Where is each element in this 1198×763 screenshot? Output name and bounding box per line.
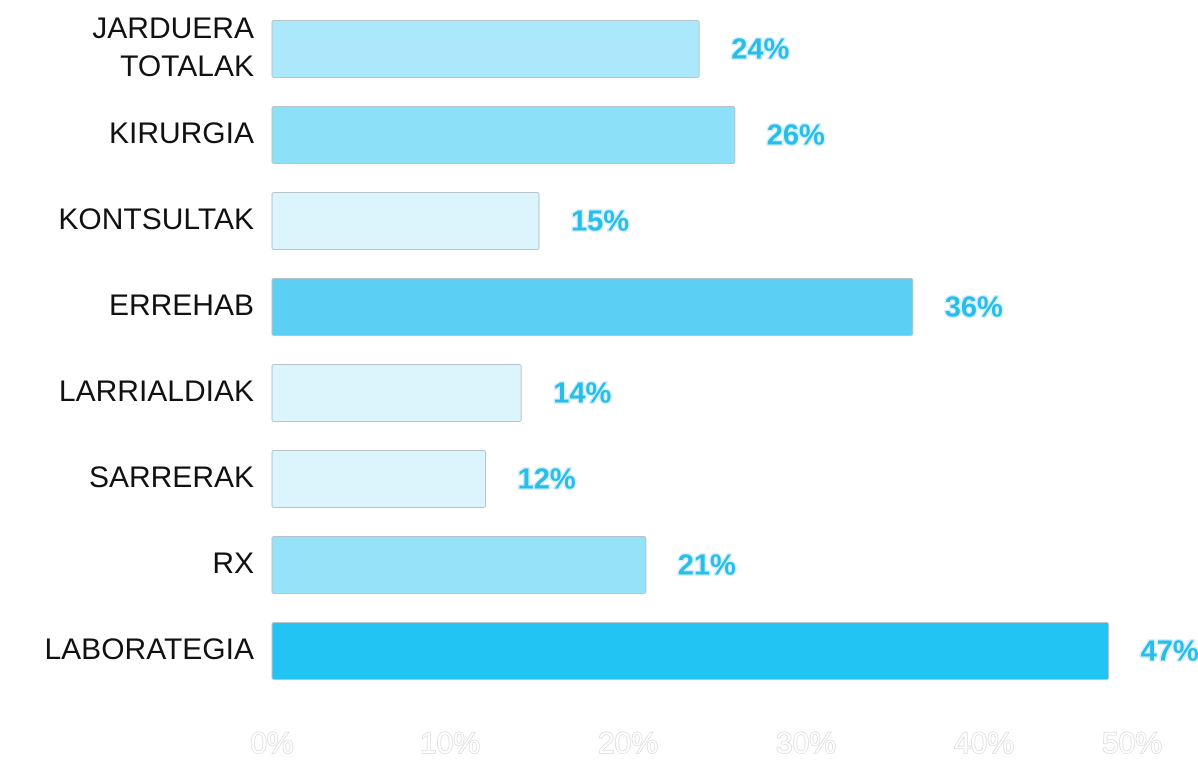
bar <box>271 450 487 508</box>
category-label-line: LABORATEGIA <box>44 633 254 666</box>
category-label-line: LARRIALDIAK <box>59 375 254 408</box>
x-tick-label: 10% <box>420 727 480 760</box>
bar <box>271 622 1110 680</box>
value-label: 15% <box>571 206 629 238</box>
category-labels-group: JARDUERA TOTALAK KIRURGIA KONTSULTAK ERREHAB… <box>44 12 254 666</box>
category-label-line: SARRERAK <box>89 461 254 494</box>
value-labels-group: 24% 26% 15% 36% 14% 12% 21% 47% <box>516 32 1198 669</box>
category-label: LABORATEGIA <box>44 633 254 666</box>
value-label: 21% <box>678 550 736 582</box>
bar <box>271 278 914 336</box>
x-tick-label: 50% <box>1102 727 1162 760</box>
x-tick-label: 0% <box>250 727 293 760</box>
category-label: JARDUERA TOTALAK <box>92 12 254 83</box>
category-label: KONTSULTAK <box>58 203 254 236</box>
category-label-line: JARDUERA <box>92 12 254 45</box>
x-tick-label: 30% <box>776 727 836 760</box>
bar <box>271 20 700 78</box>
x-tick-label: 20% <box>598 727 658 760</box>
category-label: SARRERAK <box>89 461 254 494</box>
category-label: LARRIALDIAK <box>59 375 254 408</box>
category-label-line: ERREHAB <box>109 289 254 322</box>
bar <box>271 536 647 594</box>
x-tick-label: 40% <box>954 727 1014 760</box>
bar <box>271 364 522 422</box>
category-label-line: TOTALAK <box>120 50 254 83</box>
x-axis-ticks-group: 0% 10% 20% 30% 40% 50% <box>250 726 1163 760</box>
bars-group <box>271 20 1110 680</box>
category-label: ERREHAB <box>109 289 254 322</box>
value-label: 24% <box>731 34 789 66</box>
value-label: 47% <box>1141 636 1198 668</box>
value-label: 26% <box>767 120 825 152</box>
category-label-line: RX <box>212 547 254 580</box>
category-label-line: KONTSULTAK <box>58 203 254 236</box>
value-label: 12% <box>518 464 576 496</box>
value-label: 14% <box>553 378 611 410</box>
bar <box>271 192 540 250</box>
category-label: RX <box>212 547 254 580</box>
value-label: 36% <box>945 292 1003 324</box>
category-label: KIRURGIA <box>109 117 254 150</box>
category-label-line: KIRURGIA <box>109 117 254 150</box>
bar <box>271 106 736 164</box>
